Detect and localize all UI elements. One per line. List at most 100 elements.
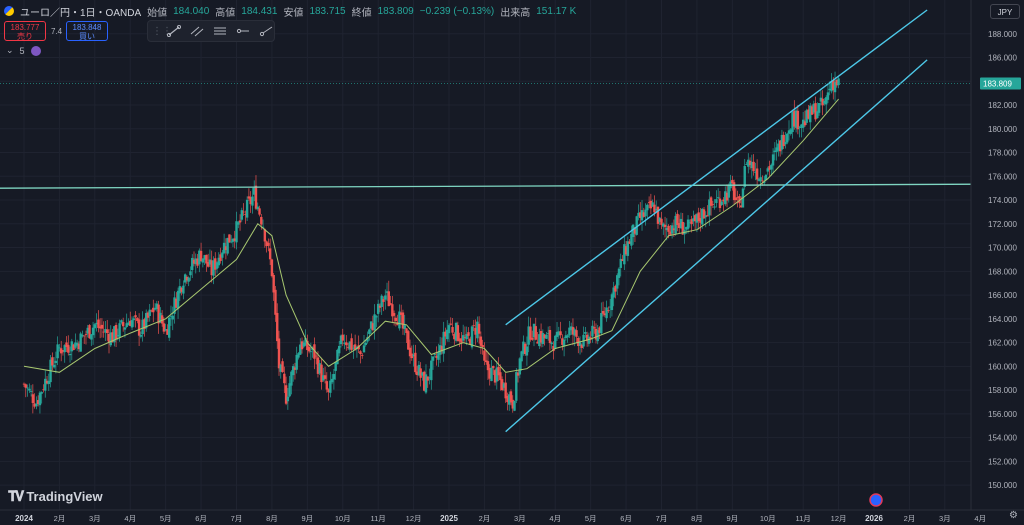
candle-body	[564, 335, 568, 339]
candle-body	[773, 150, 777, 153]
candle-body	[182, 285, 185, 294]
candle-body	[559, 331, 562, 336]
indicators-toggle[interactable]: ⌄ 5	[6, 45, 41, 56]
candle-body	[555, 331, 559, 337]
parallel-channel-tool-icon[interactable]	[189, 23, 206, 39]
candle-body	[212, 260, 215, 276]
last-price-tag	[980, 77, 1021, 90]
sell-button[interactable]: 183.777 売り	[4, 21, 46, 41]
candle-body	[832, 80, 835, 91]
candle-body	[431, 356, 435, 361]
horizontal-ray-tool-icon[interactable]	[234, 23, 251, 39]
candle-body	[518, 358, 522, 375]
candle-body	[706, 215, 709, 217]
candle-body	[538, 334, 541, 347]
channel-upper-line[interactable]	[505, 9, 928, 326]
candle-body	[702, 209, 706, 219]
symbol-title[interactable]: ユーロ／円・1日・OANDA	[20, 7, 142, 19]
candle-body	[222, 242, 226, 254]
candle-body	[121, 322, 125, 327]
candle-body	[75, 342, 79, 346]
y-tick-label: 170.000	[988, 244, 1017, 253]
candle-body	[270, 259, 274, 277]
x-tick-label: 2月	[904, 514, 916, 523]
candle-body	[527, 326, 530, 345]
buy-price: 183.848	[72, 23, 102, 32]
candle-body	[672, 228, 676, 231]
volume-value: 151.17 K	[536, 5, 577, 17]
currency-button[interactable]: JPY	[990, 4, 1020, 19]
candle-body	[433, 354, 437, 355]
candle-body	[663, 224, 667, 228]
settings-gear-icon[interactable]: ⚙	[1009, 510, 1018, 521]
candle-body	[780, 134, 784, 150]
candle-body	[523, 343, 527, 354]
time-axis[interactable]	[0, 510, 1024, 525]
candle-body	[791, 112, 794, 133]
candle-body	[346, 346, 350, 348]
close-value: 183.809	[377, 5, 414, 17]
y-tick-label: 160.000	[988, 362, 1017, 371]
candle-body	[353, 344, 357, 350]
candle-body	[157, 304, 160, 324]
candle-body	[316, 357, 320, 374]
candle-body	[552, 345, 555, 352]
candle-body	[203, 255, 206, 260]
candle-body	[594, 328, 598, 340]
candle-body	[231, 238, 235, 242]
candle-body	[534, 326, 537, 340]
candle-body	[601, 311, 605, 314]
candle-body	[414, 352, 417, 373]
candle-body	[327, 389, 330, 393]
candle-body	[474, 327, 477, 335]
candle-body	[314, 355, 318, 357]
candle-body	[369, 321, 373, 329]
candle-body	[106, 329, 109, 334]
candle-body	[628, 241, 631, 244]
candle-body	[306, 340, 309, 351]
candle-body	[251, 196, 254, 206]
y-tick-label: 158.000	[988, 386, 1017, 395]
candle-body	[284, 385, 288, 404]
candle-body	[100, 324, 104, 329]
trendline-tool-icon[interactable]	[166, 23, 183, 39]
moving-average-line	[23, 98, 839, 373]
low-value: 183.715	[309, 5, 346, 17]
candle-body	[90, 334, 93, 340]
candle-body	[685, 226, 688, 230]
candle-body	[341, 334, 344, 341]
candle-body	[630, 233, 633, 246]
candle-body	[486, 361, 490, 371]
candle-body	[214, 258, 217, 270]
x-tick-label: 6月	[195, 514, 207, 523]
candle-body	[240, 210, 244, 220]
candle-body	[318, 363, 321, 374]
candle-body	[463, 337, 467, 338]
candle-body	[162, 323, 166, 332]
x-tick-label: 10月	[760, 514, 776, 523]
event-marker-icon[interactable]	[869, 493, 883, 507]
candle-body	[206, 262, 210, 267]
channel-lower-line[interactable]	[505, 59, 928, 433]
candle-body	[61, 350, 65, 352]
horizontal-support-line[interactable]	[0, 183, 982, 189]
candle-body	[623, 244, 626, 265]
ray-tool-icon[interactable]	[257, 23, 274, 39]
candle-body	[229, 241, 233, 243]
candle-body	[782, 134, 785, 147]
candle-body	[336, 349, 339, 365]
candle-body	[59, 348, 63, 354]
candle-body	[428, 377, 431, 379]
horizontal-lines-tool-icon[interactable]	[212, 23, 229, 39]
candle-body	[578, 342, 582, 346]
candle-body	[382, 299, 385, 302]
drag-handle-icon[interactable]: ⋮⋮	[152, 25, 172, 37]
candle-body	[258, 208, 261, 215]
candle-body	[391, 304, 394, 317]
candle-body	[277, 338, 281, 369]
candle-body	[667, 225, 670, 232]
candle-body	[52, 364, 56, 368]
tradingview-logo-icon: 𝐓𝐕	[8, 488, 24, 504]
buy-button[interactable]: 183.848 買い	[66, 21, 108, 41]
